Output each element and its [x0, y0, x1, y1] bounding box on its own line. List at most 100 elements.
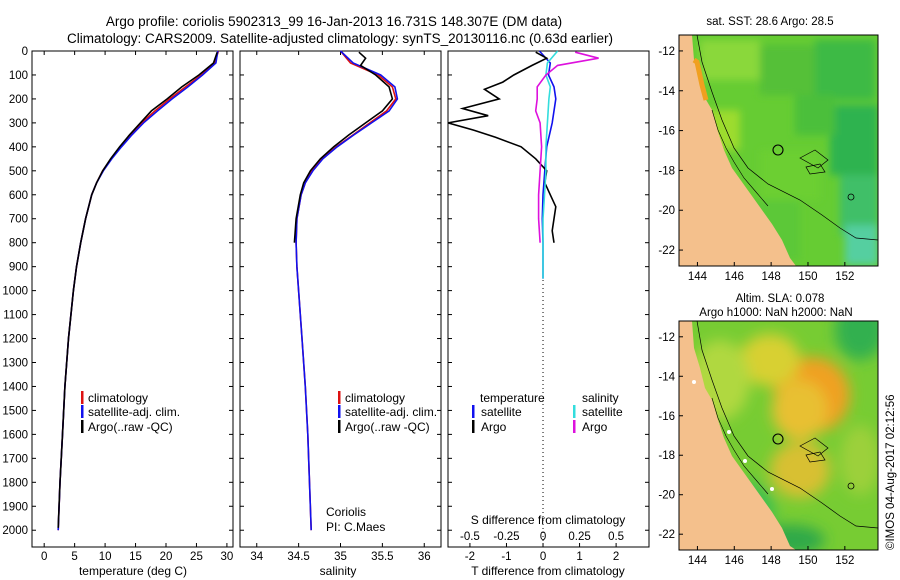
depth-tick-label: 300	[9, 118, 28, 130]
legend-swatch-t-argo	[472, 420, 475, 433]
x-tick-label: 15	[129, 551, 142, 563]
sla-reef-2	[805, 451, 826, 463]
t-diff-label: T difference from climatology	[471, 564, 625, 578]
x-tick-label: 36	[418, 551, 431, 563]
sla-map-subtitle: Argo h1000: NaN h2000: NaN	[699, 307, 852, 319]
difference-legend: temperature satellite Argo salinity sate…	[472, 391, 623, 434]
t-tick-label: 2	[613, 551, 619, 563]
lat-tick-label: -14	[658, 371, 675, 383]
sla-map-frame	[678, 320, 879, 551]
depth-tick-label: 400	[9, 142, 28, 154]
lat-tick-label: -20	[658, 205, 675, 217]
lon-tick-label: 152	[835, 555, 854, 567]
lon-tick-label: 150	[798, 555, 817, 567]
salinity-ticks: 34 34.5 35 35.5 36	[250, 51, 431, 563]
x-tick-label: 30	[221, 551, 234, 563]
depth-tick-label: 800	[9, 238, 28, 250]
s-tick-label: -0.25	[493, 531, 519, 543]
depth-tick-label: 1800	[2, 477, 28, 489]
depth-tick-label: 1900	[2, 501, 28, 513]
sst-reef-line	[711, 109, 769, 207]
lon-tick-label: 144	[688, 555, 708, 567]
sst-map: sat. SST: 28.6 Argo: 28.5	[658, 16, 879, 283]
sla-reef-dot-1	[692, 380, 696, 384]
legend-label-satellite: satellite-adj. clim.	[345, 405, 437, 419]
title-line2: Climatology: CARS2009. Satellite-adjuste…	[67, 31, 613, 46]
x-tick-label: 35	[334, 551, 347, 563]
sla-reef-dot-2	[727, 430, 731, 434]
difference-lines	[447, 50, 599, 279]
sst-map-frame	[678, 34, 879, 267]
depth-tick-label: 700	[9, 214, 28, 226]
legend-swatch-satellite	[338, 405, 341, 418]
sst-coast-land	[679, 35, 796, 266]
salinity-axes	[239, 50, 442, 548]
lon-tick-label: 146	[725, 555, 744, 567]
depth-ticks: 0 100 200 300 400 500 600 700 800 900 1000 1100 1200…	[2, 46, 233, 537]
legend-label-satellite: satellite-adj. clim.	[88, 405, 180, 419]
sst-reef-1	[799, 149, 829, 169]
depth-tick-label: 1500	[2, 405, 28, 417]
temperature-panel: 0100200300400500600700800900100011001200…	[2, 46, 234, 578]
sla-reef-dot-3	[743, 459, 747, 463]
s-tick-label: 0.25	[568, 531, 590, 543]
depth-tick-label: 1100	[3, 310, 28, 322]
argo-position-marker-sla	[772, 433, 784, 445]
sst-reef-3	[847, 193, 855, 201]
legend-swatch-climatology	[81, 391, 84, 404]
argo-position-marker-sst	[772, 144, 784, 156]
x-tick-label: 34.5	[287, 551, 309, 563]
s-tick-label: -0.5	[460, 531, 480, 543]
lat-tick-label: -16	[658, 126, 675, 138]
depth-tick-label: 600	[9, 190, 28, 202]
depth-tick-label: 1600	[2, 429, 28, 441]
t-tick-label: 1	[576, 551, 582, 563]
series-t-argo	[447, 51, 557, 243]
sst-map-title: sat. SST: 28.6 Argo: 28.5	[706, 16, 833, 28]
s-tick-label: 0.5	[608, 531, 624, 543]
depth-tick-label: 100	[9, 70, 28, 82]
legend-heading-temperature: temperature	[480, 391, 545, 405]
lat-tick-label: -20	[658, 490, 675, 502]
legend-label-s-argo: Argo	[582, 420, 608, 434]
sst-reef-2	[805, 163, 826, 175]
temperature-axes	[31, 50, 234, 548]
sla-map-image	[679, 321, 878, 550]
depth-tick-label: 900	[9, 262, 28, 274]
salinity-lines	[293, 50, 399, 531]
x-tick-label: 35.5	[371, 551, 393, 563]
salinity-panel: 34 34.5 35 35.5 36 salinity climatology sate…	[239, 50, 442, 578]
salinity-depth-ticks	[240, 50, 441, 531]
temperature-lines	[57, 50, 220, 531]
sla-map-ticks: 144 146 148 150 152 -12 -14 -16 -18 -20 -22	[658, 332, 854, 567]
legend-label-argo: Argo(..raw -QC)	[88, 420, 173, 434]
sst-shelf-contour	[696, 35, 878, 241]
lat-tick-label: -22	[658, 245, 675, 257]
legend-swatch-s-argo	[573, 420, 576, 433]
sla-reef-line	[711, 397, 769, 495]
legend-heading-salinity: salinity	[582, 391, 619, 405]
institution-label: Coriolis	[326, 505, 366, 519]
timestamp-stamp: ©IMOS 04-Aug-2017 02:12:56	[885, 394, 897, 550]
series-satellite-adj-clim-	[295, 50, 399, 531]
lon-tick-label: 148	[762, 271, 781, 283]
temperature-ticks: 0 5 10 15 20 25 30	[41, 51, 233, 563]
x-tick-label: 5	[71, 551, 77, 563]
series-argo-raw-qc-	[57, 51, 218, 528]
depth-tick-label: 1300	[2, 357, 28, 369]
legend-label-argo: Argo(..raw -QC)	[345, 420, 430, 434]
depth-tick-label: 1200	[2, 334, 28, 346]
legend-label-t-argo: Argo	[481, 420, 507, 434]
difference-axes	[447, 50, 650, 548]
depth-tick-label: 2000	[2, 525, 28, 537]
title-line1: Argo profile: coriolis 5902313_99 16-Jan…	[106, 14, 562, 29]
depth-tick-label: 0	[22, 46, 28, 58]
sla-reef-3	[847, 482, 855, 490]
sla-map: Altim. SLA: 0.078 Argo h1000: NaN h2000:…	[658, 293, 879, 567]
depth-tick-label: 1000	[2, 286, 28, 298]
t-tick-label: -1	[501, 551, 511, 563]
x-tick-label: 10	[99, 551, 112, 563]
lon-tick-label: 148	[762, 555, 781, 567]
temperature-xlabel: temperature (deg C)	[79, 564, 187, 578]
legend-swatch-argo	[338, 420, 341, 433]
